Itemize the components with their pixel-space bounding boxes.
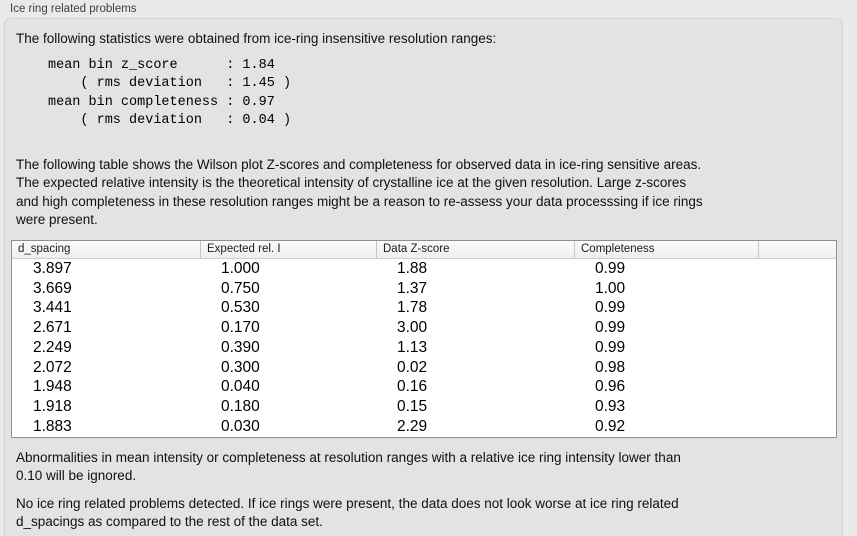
table-cell: 0.15 xyxy=(397,398,428,416)
table-row[interactable]: 1.918 0.180 0.15 0.93 xyxy=(12,397,836,417)
table-header-row: d_spacing Expected rel. I Data Z-score Comp… xyxy=(12,241,836,259)
table-cell: 3.441 xyxy=(33,299,72,317)
table-row[interactable]: 3.441 0.530 1.78 0.99 xyxy=(12,298,836,319)
table-cell: 0.99 xyxy=(595,338,626,356)
table-cell: 1.13 xyxy=(397,338,428,356)
table-cell: 0.170 xyxy=(221,319,260,337)
table-cell: 1.88 xyxy=(397,259,428,277)
table-cell: 0.96 xyxy=(595,378,626,396)
table-cell: 0.02 xyxy=(397,358,428,376)
table-cell: 0.99 xyxy=(595,319,626,337)
table-row[interactable]: 3.897 1.000 1.88 0.99 xyxy=(12,259,836,279)
column-header-empty[interactable] xyxy=(758,241,836,258)
table-body: 3.897 1.000 1.88 0.99 3.669 0.750 1.37 1.00 3.44… xyxy=(12,259,836,437)
table-cell: 0.040 xyxy=(221,378,260,396)
table-row[interactable]: 2.249 0.390 1.13 0.99 xyxy=(12,338,836,358)
description-text: The following table shows the Wilson plo… xyxy=(16,157,703,228)
column-header-expected-rel-i[interactable]: Expected rel. I xyxy=(200,241,376,258)
table-cell: 1.000 xyxy=(221,259,260,277)
table-cell: 1.00 xyxy=(595,279,626,297)
table-cell: 1.78 xyxy=(397,299,428,317)
column-header-completeness[interactable]: Completeness xyxy=(574,241,758,258)
table-cell: 2.671 xyxy=(33,319,72,337)
table-cell: 2.29 xyxy=(397,417,428,435)
table-row[interactable]: 1.883 0.030 2.29 0.92 xyxy=(12,417,836,437)
table-cell: 3.897 xyxy=(33,259,72,277)
table-cell: 2.249 xyxy=(33,338,72,356)
table-cell: 0.92 xyxy=(595,417,626,435)
table-cell: 0.030 xyxy=(221,417,260,435)
table-cell: 0.16 xyxy=(397,378,428,396)
table-cell: 0.750 xyxy=(221,279,260,297)
intro-text: The following statistics were obtained f… xyxy=(16,31,497,46)
panel-title: Ice ring related problems xyxy=(10,3,137,15)
table-cell: 0.300 xyxy=(221,358,260,376)
table-cell: 3.00 xyxy=(397,319,428,337)
table-cell: 1.883 xyxy=(33,417,72,435)
stats-block: mean bin z_score : 1.84 ( rms deviation … xyxy=(48,58,292,129)
table-cell: 0.93 xyxy=(595,398,626,416)
table-row[interactable]: 2.072 0.300 0.02 0.98 xyxy=(12,357,836,378)
table-row[interactable]: 1.948 0.040 0.16 0.96 xyxy=(12,377,836,398)
table-cell: 1.918 xyxy=(33,398,72,416)
table-cell: 0.99 xyxy=(595,259,626,277)
table-cell: 0.180 xyxy=(221,398,260,416)
column-header-data-z-score[interactable]: Data Z-score xyxy=(376,241,574,258)
table-row[interactable]: 3.669 0.750 1.37 1.00 xyxy=(12,278,836,299)
table-cell: 0.98 xyxy=(595,358,626,376)
table-cell: 1.948 xyxy=(33,378,72,396)
table-cell: 0.530 xyxy=(221,299,260,317)
table-cell: 0.99 xyxy=(595,299,626,317)
conclusion-text: No ice ring related problems detected. I… xyxy=(16,496,679,530)
table-cell: 1.37 xyxy=(397,279,428,297)
table-cell: 0.390 xyxy=(221,338,260,356)
column-header-d-spacing[interactable]: d_spacing xyxy=(18,243,71,255)
ignore-note-text: Abnormalities in mean intensity or compl… xyxy=(16,450,681,484)
ice-ring-table: d_spacing Expected rel. I Data Z-score Comp… xyxy=(11,240,837,438)
table-cell: 2.072 xyxy=(33,358,72,376)
table-row[interactable]: 2.671 0.170 3.00 0.99 xyxy=(12,318,836,338)
table-cell: 3.669 xyxy=(33,279,72,297)
